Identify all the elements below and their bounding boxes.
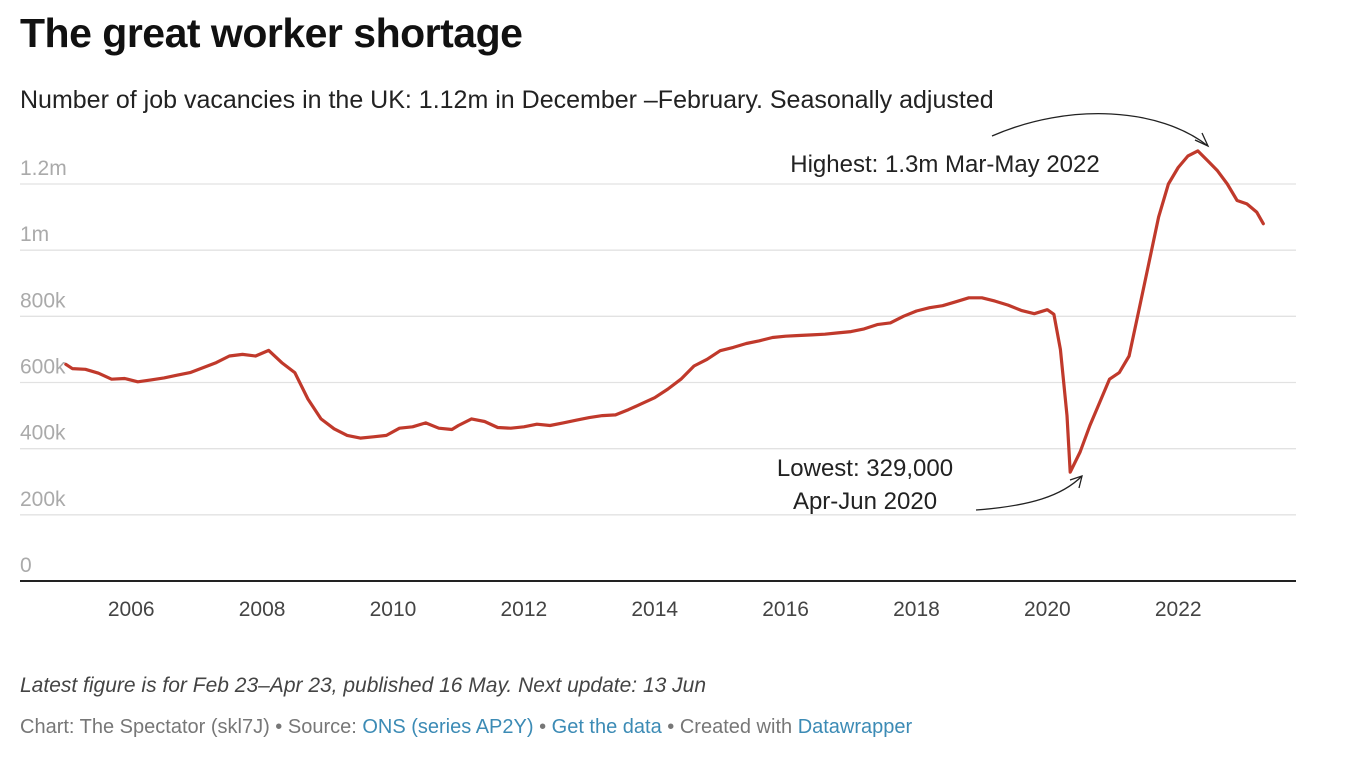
y-axis-ticks: 0 200k 400k 600k 800k 1m 1.2m: [20, 157, 67, 577]
annotation-highest: Highest: 1.3m Mar-May 2022: [790, 151, 1099, 178]
source-link[interactable]: ONS (series AP2Y): [362, 716, 534, 738]
x-tick-label: 2012: [500, 598, 547, 621]
x-tick-label: 2014: [631, 598, 678, 621]
separator: •: [269, 716, 288, 738]
gridlines: [20, 183, 1296, 516]
datawrapper-link[interactable]: Datawrapper: [797, 716, 913, 738]
chart-notes: Latest figure is for Feb 23–Apr 23, publ…: [20, 674, 707, 697]
annotation-lowest-arrowhead: [1069, 475, 1083, 489]
created-with-label: Created with: [679, 716, 798, 738]
x-tick-label: 2006: [108, 598, 155, 621]
y-tick-label: 1.2m: [20, 157, 67, 180]
x-tick-label: 2018: [893, 598, 940, 621]
y-tick-label: 800k: [20, 289, 66, 312]
separator: •: [533, 716, 552, 738]
annotation-highest-arrow: [991, 113, 1209, 147]
x-tick-label: 2010: [370, 598, 417, 621]
annotation-lowest-line1: Lowest: 329,000: [777, 455, 953, 482]
annotation-lowest-arrow: [975, 475, 1083, 511]
chart-byline: Chart: The Spectator (skl7J) • Source: O…: [20, 716, 912, 739]
separator: •: [661, 716, 680, 738]
line-chart: 0 200k 400k 600k 800k 1m 1.2m 2006 2008 2010 2012…: [20, 113, 1296, 621]
y-tick-label: 0: [20, 554, 32, 577]
y-tick-label: 600k: [20, 356, 66, 379]
annotation-lowest-line2: Apr-Jun 2020: [793, 488, 937, 515]
y-tick-label: 1m: [20, 223, 49, 246]
x-axis-ticks: 2006 2008 2010 2012 2014 2016 2018 2020 2022: [108, 598, 1202, 621]
x-tick-label: 2016: [762, 598, 809, 621]
y-tick-label: 400k: [20, 422, 66, 445]
get-data-link[interactable]: Get the data: [551, 716, 662, 738]
chart-subtitle: Number of job vacancies in the UK: 1.12m…: [20, 86, 994, 114]
annotation-highest-arrowhead: [1194, 132, 1210, 148]
vacancies-line: [64, 149, 1265, 474]
source-label: Source:: [287, 716, 363, 738]
y-tick-label: 200k: [20, 488, 66, 511]
x-tick-label: 2008: [239, 598, 286, 621]
x-tick-label: 2022: [1155, 598, 1202, 621]
x-tick-label: 2020: [1024, 598, 1071, 621]
chart-credit: Chart: The Spectator (skl7J): [20, 716, 270, 738]
chart-title: The great worker shortage: [20, 10, 523, 56]
